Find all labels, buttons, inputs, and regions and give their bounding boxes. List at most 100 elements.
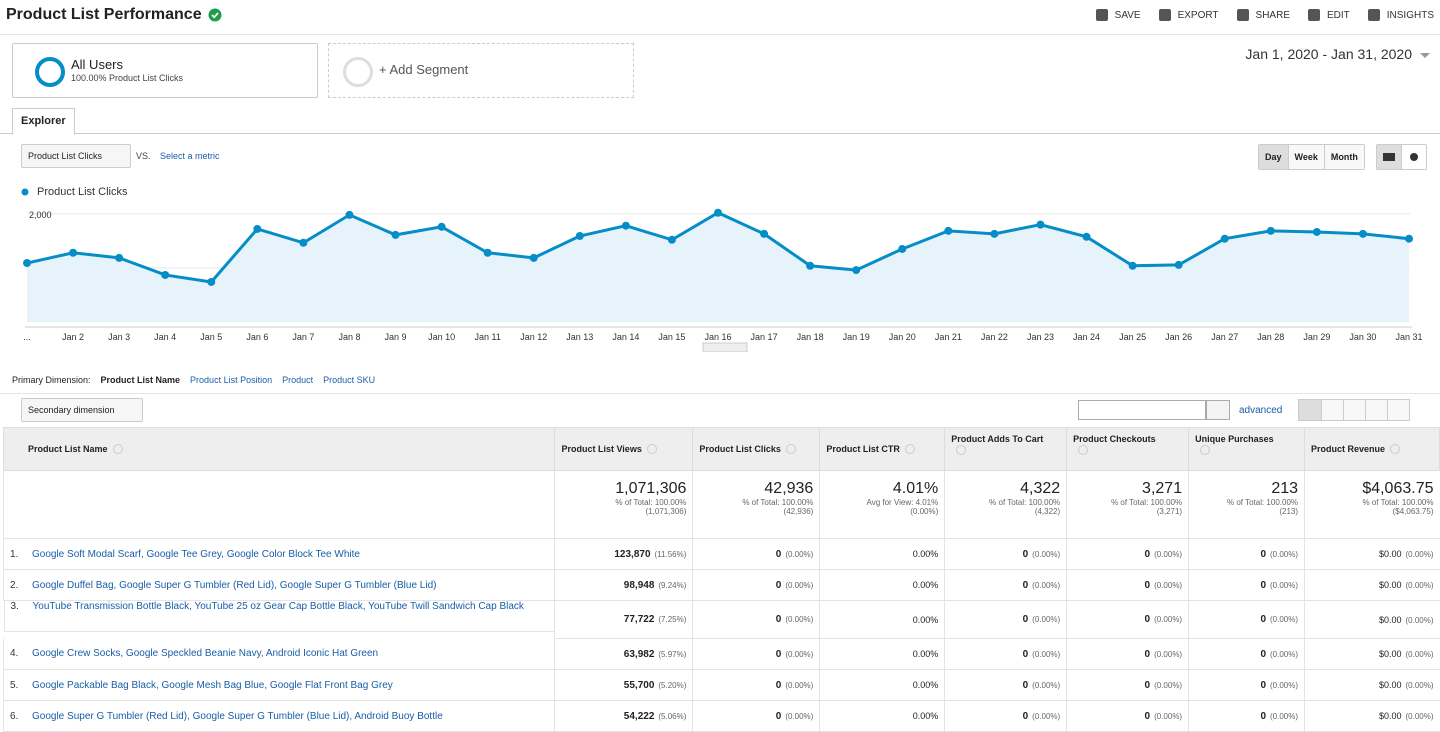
cell-value: 0 xyxy=(775,648,782,660)
column-header[interactable]: Product List CTR xyxy=(819,427,946,471)
point xyxy=(1358,229,1367,238)
view-button[interactable] xyxy=(1365,400,1387,420)
compare-metric[interactable]: Select a metric xyxy=(160,151,220,161)
column-header[interactable]: Product Adds To Cart xyxy=(944,427,1068,471)
x-tick-label: Jan 2 xyxy=(62,332,84,342)
dimension-option[interactable]: Product List Position xyxy=(190,375,273,385)
column-header[interactable]: Product List Views xyxy=(554,427,694,471)
dimension-option[interactable]: Product List Name xyxy=(100,375,181,385)
motion-view[interactable] xyxy=(1402,145,1426,169)
view-button[interactable] xyxy=(1387,400,1409,420)
primary-dimension: Primary Dimension: Product List Name Prod… xyxy=(12,375,375,385)
point xyxy=(529,253,538,262)
row-link[interactable]: Google Packable Bag Black, Google Mesh B… xyxy=(32,679,393,691)
total-value: 213 xyxy=(1271,480,1299,497)
table-view-buttons xyxy=(1298,399,1410,421)
value-cell: 0 (0.00%) xyxy=(1066,538,1189,570)
cell-value: 0 xyxy=(1022,614,1029,625)
y-tick-label: 2,000 xyxy=(29,210,52,220)
point xyxy=(1128,261,1137,270)
period-button[interactable]: Day xyxy=(1259,145,1288,169)
column-header[interactable]: Product List Clicks xyxy=(692,427,821,471)
view-button[interactable] xyxy=(1299,400,1321,420)
row-link[interactable]: YouTube Transmission Bottle Black, YouTu… xyxy=(32,601,524,612)
action-button[interactable]: SHARE xyxy=(1236,9,1290,21)
metric-select[interactable]: Product List Clicks xyxy=(21,144,131,168)
secondary-dimension[interactable]: Secondary dimension xyxy=(21,398,143,422)
total-value: 42,936 xyxy=(764,480,814,497)
point xyxy=(714,208,722,217)
value-cell: 0.00% xyxy=(819,538,945,570)
column-header[interactable]: Product List Name xyxy=(2,427,556,471)
total-note: (1,071,306) xyxy=(645,507,687,516)
dimension-option[interactable]: Product xyxy=(282,375,314,385)
point xyxy=(806,261,815,270)
value-cell: 0.00% xyxy=(819,700,945,732)
row-link[interactable]: Google Super G Tumbler (Red Lid), Google… xyxy=(32,710,443,722)
segment-active[interactable]: All Users 100.00% Product List Clicks xyxy=(12,43,318,98)
dimension-option[interactable]: Product SKU xyxy=(323,375,376,385)
row-link[interactable]: Google Crew Socks, Google Speckled Beani… xyxy=(32,648,379,660)
x-tick-label: Jan 12 xyxy=(520,332,547,342)
cell-value: 0 xyxy=(775,710,782,722)
view-button[interactable] xyxy=(1321,400,1343,420)
value-cell: 0 (0.00%) xyxy=(692,669,820,701)
value-cell: 0 (0.00%) xyxy=(944,538,1067,570)
cell-percent: (0.00%) xyxy=(785,615,814,624)
name-cell: 2. Google Duffel Bag, Google Super G Tumb… xyxy=(2,569,555,601)
row-index: 3. xyxy=(10,601,19,612)
column-header[interactable]: Unique Purchases xyxy=(1188,427,1306,471)
icon xyxy=(1410,153,1418,161)
value-cell: 0 (0.00%) xyxy=(944,569,1067,601)
total-note: Avg for View: 4.01% xyxy=(866,498,939,507)
value-cell: 63,982 (5.97%) xyxy=(554,638,693,670)
cell-value: 0.00% xyxy=(912,649,939,659)
cell-value: 0.00% xyxy=(912,711,939,721)
cell-percent: (0.00%) xyxy=(1405,681,1434,690)
column-header[interactable]: Product Revenue xyxy=(1304,427,1440,471)
search-button[interactable] xyxy=(1206,400,1230,420)
column-header[interactable]: Product Checkouts xyxy=(1066,427,1190,471)
line-view[interactable] xyxy=(1377,145,1402,169)
x-tick-label: Jan 11 xyxy=(474,332,500,342)
vs-label: VS. xyxy=(136,151,151,161)
date-range[interactable]: Jan 1, 2020 - Jan 31, 2020 xyxy=(1245,46,1430,62)
cell-value: 0.00% xyxy=(912,549,939,559)
row-index: 2. xyxy=(10,579,19,591)
x-tick-label: Jan 19 xyxy=(843,332,870,342)
cell-percent: (0.00%) xyxy=(1154,649,1183,659)
x-tick-label: Jan 5 xyxy=(200,332,222,342)
total-note: % of Total: 100.00% xyxy=(1362,498,1434,507)
value-cell: 0 (0.00%) xyxy=(944,600,1067,639)
action-button[interactable]: INSIGHTS xyxy=(1367,9,1434,21)
advanced-link[interactable]: advanced xyxy=(1239,405,1283,416)
point xyxy=(437,222,446,231)
action-button[interactable]: EXPORT xyxy=(1158,9,1219,21)
add-segment[interactable]: + Add Segment xyxy=(328,43,634,98)
cell-percent: (0.00%) xyxy=(1270,580,1299,590)
cell-value: 0 xyxy=(1260,579,1266,591)
x-tick-label: Jan 13 xyxy=(566,332,593,342)
totals-cell: 4,322% of Total: 100.00% (4,322) xyxy=(944,470,1067,539)
value-cell: 55,700 (5.20%) xyxy=(554,669,693,701)
row-link[interactable]: Google Duffel Bag, Google Super G Tumble… xyxy=(32,579,437,591)
search-box[interactable] xyxy=(1078,400,1206,420)
period-button[interactable]: Week xyxy=(1287,145,1324,169)
cell-value: 0 xyxy=(1144,579,1151,591)
action-label: EXPORT xyxy=(1177,9,1219,21)
tab[interactable]: Explorer xyxy=(12,108,75,135)
value-cell: 0.00% xyxy=(819,600,945,639)
action-button[interactable]: SAVE xyxy=(1095,9,1141,21)
value-cell: 0 (0.00%) xyxy=(1188,669,1305,701)
point xyxy=(990,229,999,238)
x-tick-label: Jan 17 xyxy=(751,332,778,342)
point xyxy=(299,238,308,247)
period-button[interactable]: Month xyxy=(1323,145,1364,169)
action-button[interactable]: EDIT xyxy=(1307,9,1350,21)
cell-value: $0.00 xyxy=(1378,614,1402,625)
row-link[interactable]: Google Soft Modal Scarf, Google Tee Grey… xyxy=(32,548,360,560)
divider xyxy=(0,133,1440,134)
view-button[interactable] xyxy=(1343,400,1365,420)
help-icon xyxy=(785,444,796,455)
cell-percent: (7.25%) xyxy=(658,615,687,624)
